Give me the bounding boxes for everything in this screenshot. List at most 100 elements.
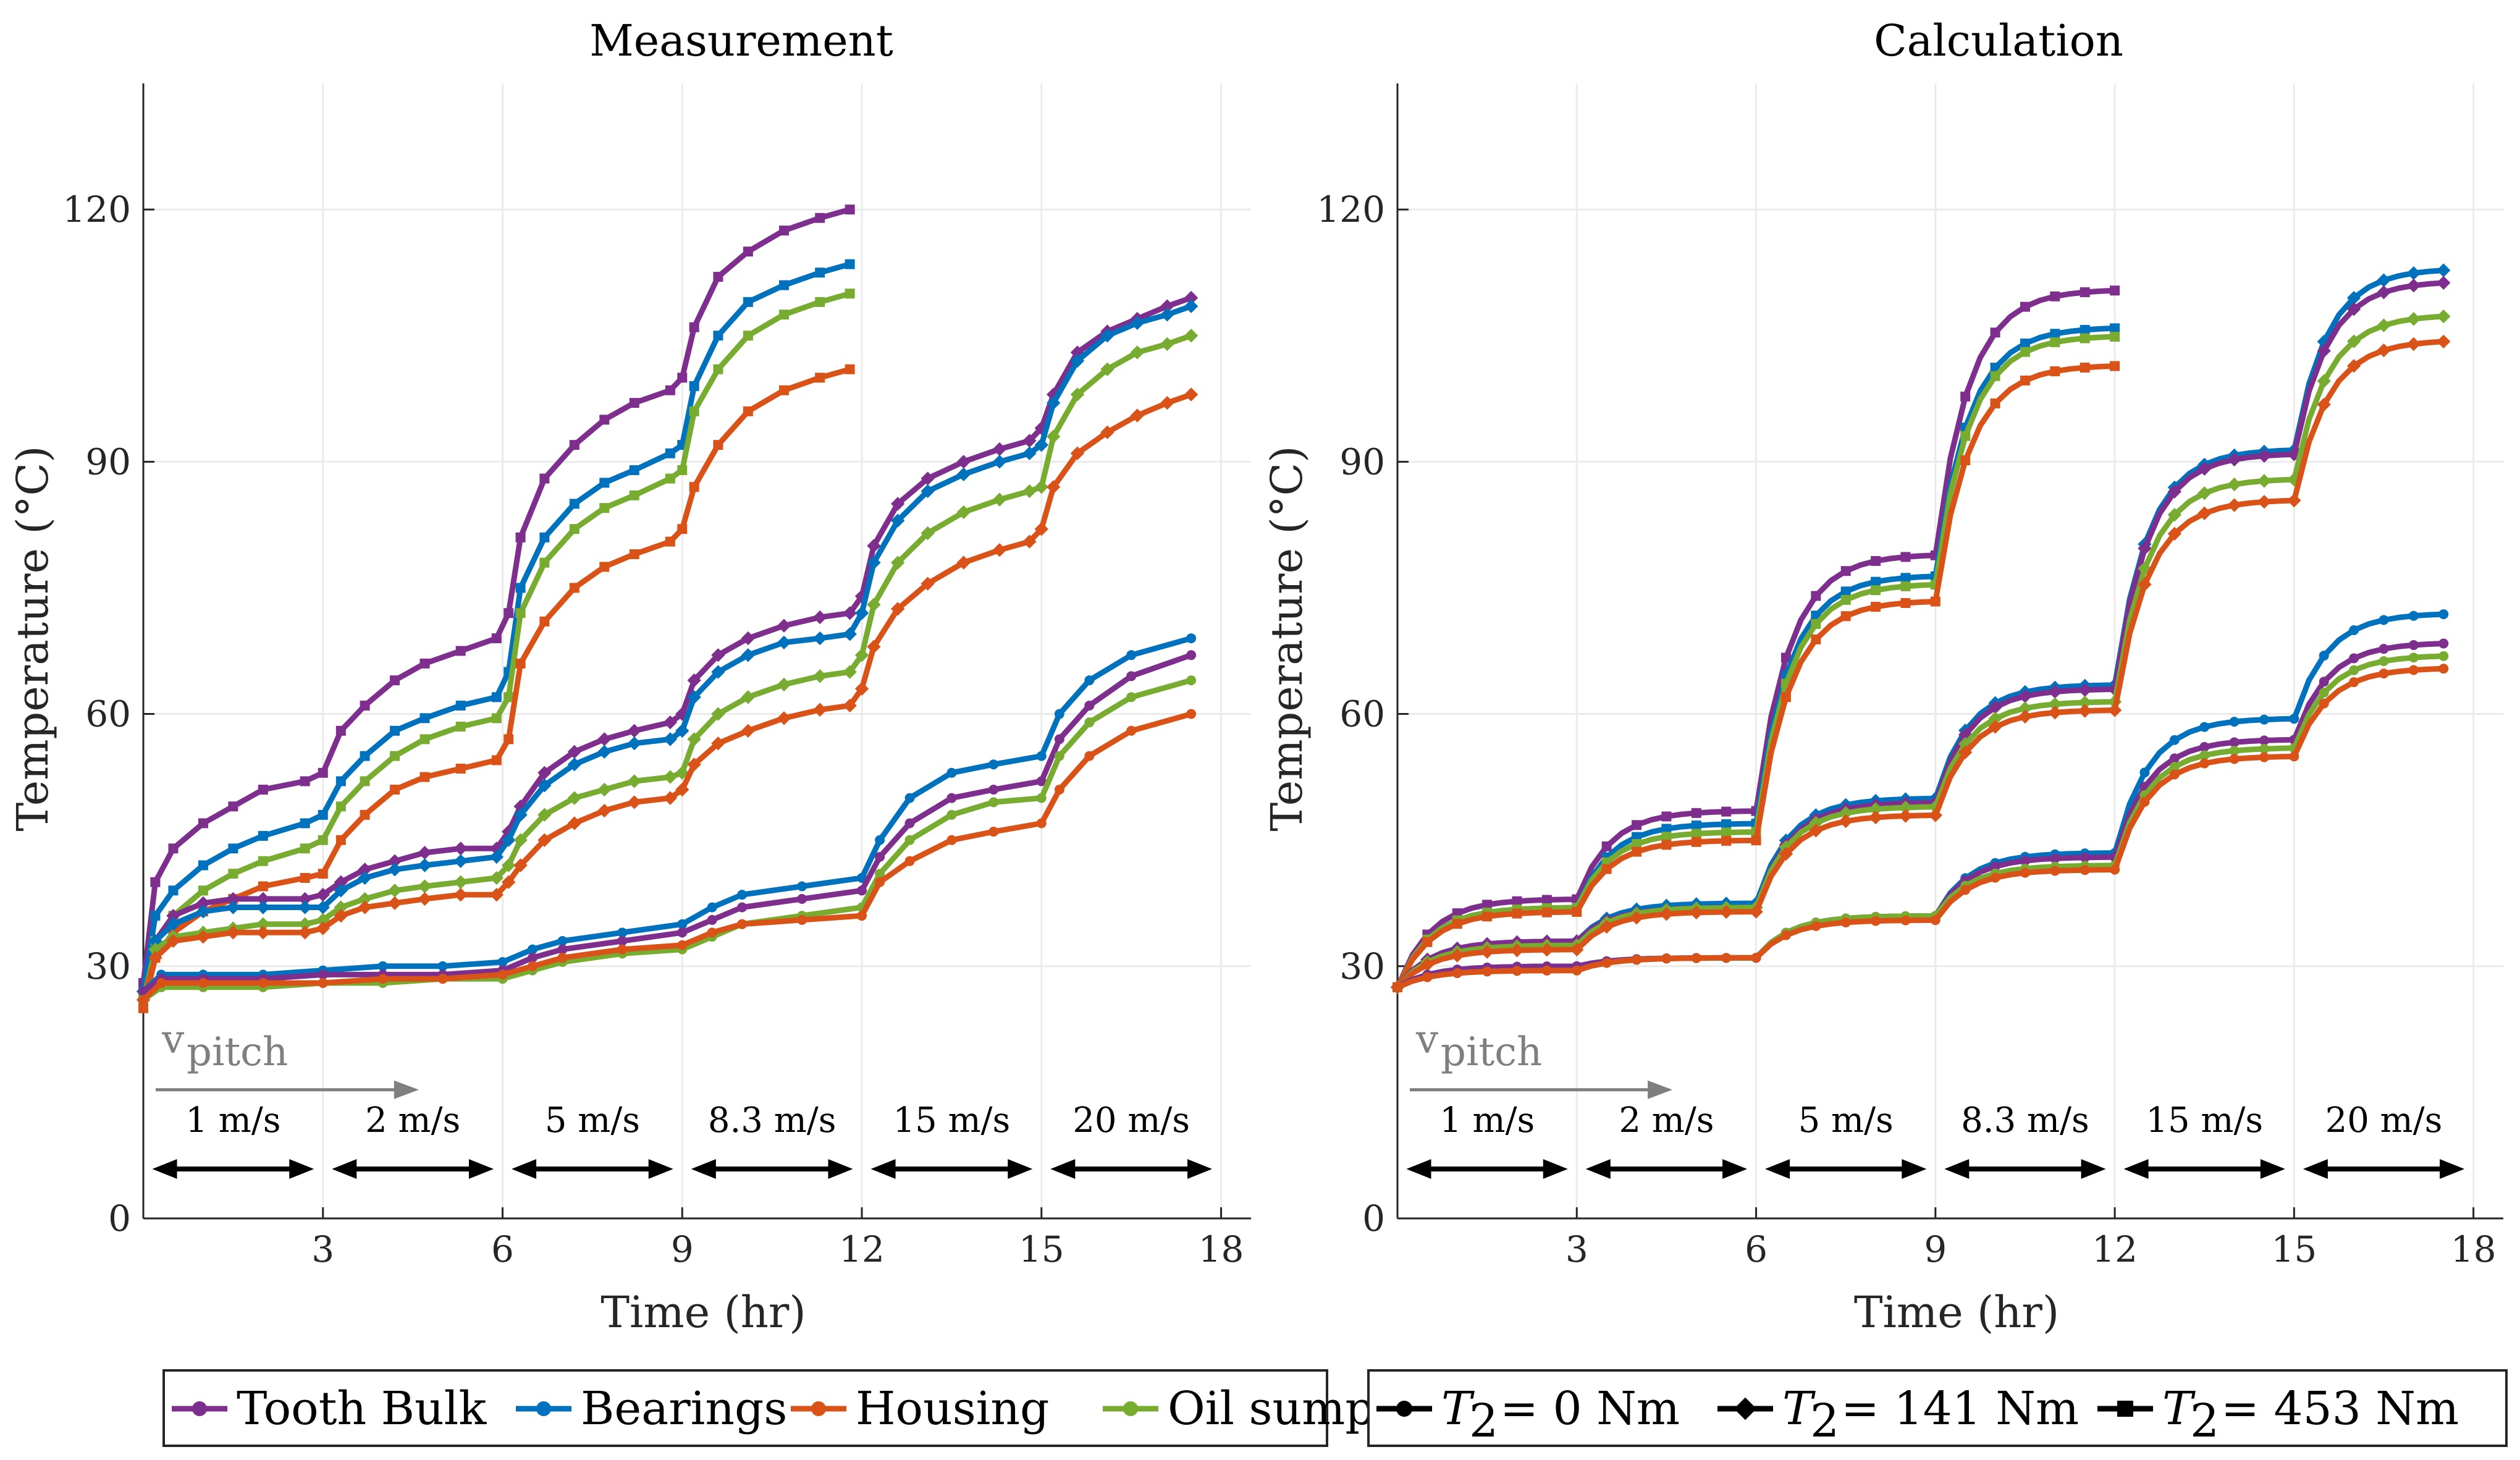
- data-point: [497, 956, 508, 967]
- data-point: [2319, 677, 2329, 687]
- data-point: [491, 692, 502, 703]
- data-point: [2050, 329, 2060, 339]
- data-point: [491, 755, 502, 766]
- data-point: [515, 608, 526, 618]
- data-point: [1988, 711, 2002, 726]
- data-point: [845, 205, 855, 215]
- data-point: [258, 977, 268, 988]
- data-point: [2020, 867, 2030, 878]
- data-point: [489, 850, 504, 864]
- data-point: [1960, 391, 1971, 402]
- data-point: [300, 843, 310, 854]
- data-point: [1659, 907, 1674, 921]
- data-point: [2408, 640, 2419, 651]
- data-point: [228, 801, 238, 812]
- data-point: [2377, 343, 2391, 358]
- data-point: [502, 824, 516, 839]
- data-point: [663, 715, 678, 730]
- speed-arrow-right: [828, 1159, 853, 1179]
- data-point: [597, 745, 612, 759]
- data-point: [298, 900, 312, 914]
- data-point: [857, 911, 867, 921]
- data-point: [1054, 751, 1064, 761]
- legend-subscript: 2: [1469, 1395, 1498, 1448]
- legend-value: = 141 Nm: [1841, 1382, 2079, 1435]
- data-point: [677, 940, 688, 950]
- series-line: [1395, 280, 2444, 989]
- data-point: [904, 856, 915, 866]
- data-point: [1811, 618, 1821, 629]
- data-point: [1541, 907, 1552, 918]
- data-point: [2408, 610, 2419, 621]
- data-point: [812, 631, 827, 646]
- data-point: [711, 665, 725, 679]
- data-point: [663, 791, 678, 805]
- data-point: [1840, 611, 1851, 622]
- data-point: [2080, 287, 2090, 297]
- series-line: [1395, 313, 2444, 989]
- data-point: [597, 782, 612, 797]
- data-point: [875, 835, 885, 845]
- data-point: [1160, 308, 1174, 322]
- data-point: [1046, 479, 1061, 494]
- data-point: [1721, 953, 1732, 963]
- data-point: [2319, 698, 2329, 709]
- data-point: [2199, 758, 2210, 769]
- y-tick-label: 30: [1339, 945, 1385, 987]
- data-point: [567, 816, 582, 830]
- data-point: [418, 845, 432, 860]
- data-point: [1900, 597, 1911, 608]
- data-point: [437, 974, 448, 984]
- data-point: [946, 793, 957, 803]
- data-point: [867, 539, 881, 553]
- data-point: [1928, 808, 1943, 822]
- data-point: [453, 854, 468, 868]
- data-point: [1661, 840, 1672, 850]
- speed-arrow-left: [1050, 1159, 1076, 1179]
- data-point: [2259, 714, 2269, 725]
- data-point: [1990, 371, 2000, 381]
- data-point: [1570, 942, 1584, 957]
- data-point: [2289, 751, 2299, 762]
- data-point: [597, 732, 612, 746]
- data-point: [539, 557, 550, 568]
- data-point: [2048, 697, 2062, 711]
- data-point: [2317, 374, 2331, 388]
- data-point: [2438, 664, 2449, 674]
- data-point: [1868, 802, 1883, 816]
- data-point: [1160, 395, 1174, 410]
- data-point: [815, 213, 825, 223]
- data-point: [687, 690, 701, 704]
- data-point: [1186, 633, 1197, 644]
- data-point: [992, 442, 1007, 457]
- data-point: [2078, 683, 2092, 697]
- data-point: [946, 809, 957, 820]
- data-point: [196, 905, 211, 919]
- data-point: [597, 803, 612, 818]
- speed-arrow-left: [2123, 1159, 2149, 1179]
- data-point: [2050, 866, 2060, 876]
- data-point: [527, 944, 537, 955]
- data-point: [1601, 841, 1612, 851]
- data-point: [815, 373, 825, 383]
- data-point: [2020, 347, 2030, 357]
- data-point: [1036, 776, 1047, 787]
- data-point: [2437, 276, 2451, 290]
- speed-label: 5 m/s: [545, 1100, 640, 1141]
- data-point: [2349, 665, 2359, 675]
- data-point: [1186, 675, 1197, 686]
- data-point: [1480, 945, 1494, 959]
- data-point: [1184, 299, 1199, 313]
- y-tick-label: 90: [1339, 441, 1385, 483]
- data-point: [1988, 700, 2002, 714]
- data-point: [627, 795, 641, 809]
- data-point: [2080, 852, 2090, 863]
- data-point: [557, 944, 568, 955]
- data-point: [854, 606, 869, 620]
- data-point: [513, 858, 528, 872]
- y-tick-label: 120: [1317, 188, 1385, 230]
- x-tick-label: 12: [2092, 1228, 2138, 1270]
- speed-label: 5 m/s: [1798, 1100, 1894, 1141]
- data-point: [689, 482, 699, 492]
- data-point: [2259, 735, 2269, 746]
